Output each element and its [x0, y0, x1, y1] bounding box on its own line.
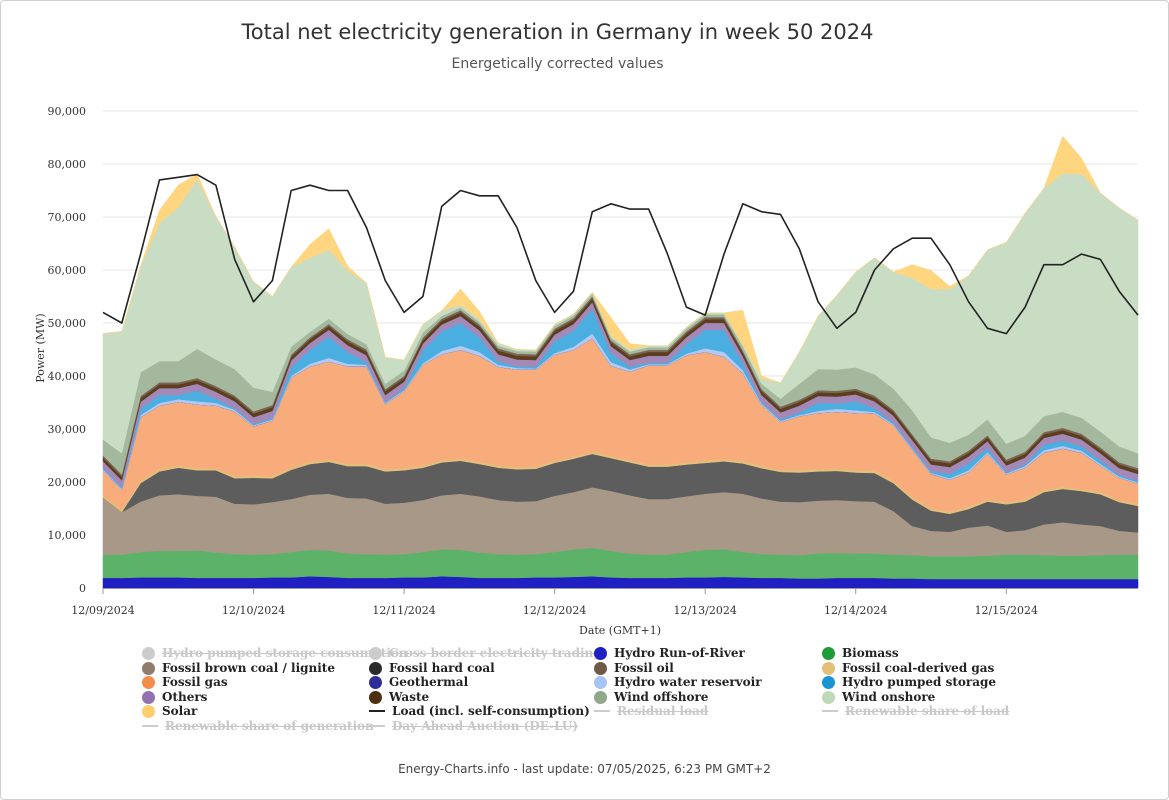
- legend-label: Waste: [389, 689, 430, 704]
- legend-item-fossil-oil[interactable]: Fossil oil: [594, 661, 674, 676]
- legend-symbol: [822, 709, 838, 712]
- legend-item-wind-offshore[interactable]: Wind offshore: [594, 690, 708, 705]
- legend-label: Wind offshore: [614, 689, 709, 704]
- legend-label: Biomass: [842, 646, 899, 660]
- legend-symbol: [594, 690, 607, 704]
- legend-item-geothermal[interactable]: Geothermal: [369, 675, 468, 690]
- y-tick-label: 60,000: [48, 264, 87, 277]
- y-tick-label: 20,000: [48, 476, 87, 489]
- legend-item-fossil-gas[interactable]: Fossil gas: [142, 675, 228, 690]
- legend-item-fossil-hard-coal[interactable]: Fossil hard coal: [369, 661, 495, 676]
- legend-item-others[interactable]: Others: [142, 690, 207, 705]
- legend-symbol: [822, 647, 835, 660]
- legend-item-hydro-pumped-storage[interactable]: Hydro pumped storage: [822, 675, 996, 690]
- legend-symbol: [369, 676, 382, 690]
- legend-symbol: [594, 647, 607, 660]
- legend-label: Load (incl. self-consumption): [392, 704, 590, 719]
- legend-symbol: [369, 690, 382, 704]
- chart-subtitle: Energetically corrected values: [451, 56, 664, 72]
- legend-symbol: [822, 676, 835, 690]
- footer-update-text: Energy-Charts.info - last update: 07/05/…: [398, 762, 771, 776]
- legend-label: Hydro water reservoir: [614, 675, 762, 690]
- legend-label: Geothermal: [389, 675, 469, 690]
- x-tick-label: 12/14/2024: [824, 604, 887, 617]
- legend-item-load-incl-self-consumption[interactable]: Load (incl. self-consumption): [369, 704, 590, 719]
- legend-item-biomass[interactable]: Biomass: [822, 646, 899, 661]
- legend-label: Fossil oil: [614, 660, 674, 675]
- legend-symbol: [142, 724, 158, 727]
- legend-symbol: [594, 709, 610, 712]
- x-tick-label: 12/15/2024: [975, 604, 1038, 617]
- y-tick-label: 80,000: [48, 158, 87, 171]
- legend-label: Others: [162, 689, 208, 704]
- legend-label: Renewable share of load: [845, 704, 1010, 719]
- legend-item-fossil-brown-coal-lignite[interactable]: Fossil brown coal / lignite: [142, 661, 335, 676]
- legend-symbol: [594, 661, 607, 675]
- x-tick-label: 12/09/2024: [71, 604, 134, 617]
- y-tick-label: 0: [79, 582, 86, 595]
- legend-item-day-ahead-auction-de-lu[interactable]: Day Ahead Auction (DE-LU): [369, 719, 578, 734]
- chart-title: Total net electricity generation in Germ…: [241, 20, 874, 44]
- legend-symbol: [594, 676, 607, 690]
- legend-label: Fossil hard coal: [389, 660, 495, 675]
- legend-symbol: [142, 705, 155, 719]
- legend-label: Renewable share of generation: [165, 719, 374, 733]
- legend-label: Hydro pumped storage consumption: [162, 646, 408, 660]
- legend-symbol: [142, 690, 155, 704]
- legend-label: Solar: [162, 704, 198, 719]
- legend-label: Fossil brown coal / lignite: [162, 660, 335, 675]
- legend-symbol: [142, 661, 155, 675]
- legend-label: Cross border electricity trading: [389, 646, 602, 660]
- legend-symbol: [822, 661, 835, 675]
- y-axis-label: Power (MW): [34, 313, 47, 382]
- legend-label: Hydro Run-of-River: [614, 646, 745, 660]
- axes: 0 10,000 20,000 30,000 40,000 50,000 60,000 70,…: [48, 105, 1138, 617]
- legend-item-solar[interactable]: Solar: [142, 704, 197, 719]
- legend-symbol: [142, 647, 155, 660]
- legend-item-renewable-share-of-load[interactable]: Renewable share of load: [822, 704, 1009, 719]
- x-axis-label: Date (GMT+1): [579, 624, 661, 637]
- load-line-layer: [102, 173, 1139, 335]
- y-tick-label: 50,000: [48, 317, 87, 330]
- y-tick-label: 30,000: [48, 423, 87, 436]
- legend-item-fossil-coal-derived-gas[interactable]: Fossil coal-derived gas: [822, 661, 994, 676]
- legend-item-residual-load[interactable]: Residual load: [594, 704, 708, 719]
- y-tick-label: 90,000: [48, 105, 87, 118]
- legend-symbol: [369, 724, 385, 727]
- x-tick-label: 12/10/2024: [222, 604, 285, 617]
- stacked-areas: [102, 135, 1139, 589]
- legend-label: Fossil coal-derived gas: [842, 660, 995, 675]
- legend-symbol: [822, 690, 835, 704]
- legend-label: Hydro pumped storage: [842, 675, 997, 690]
- y-tick-label: 70,000: [48, 211, 87, 224]
- y-tick-label: 10,000: [48, 529, 87, 542]
- legend-item-hydro-run-of-river[interactable]: Hydro Run-of-River: [594, 646, 745, 661]
- legend-label: Day Ahead Auction (DE-LU): [392, 719, 579, 733]
- legend-item-renewable-share-of-generation[interactable]: Renewable share of generation: [142, 719, 374, 734]
- area-solar: [102, 135, 1139, 384]
- load-line: [102, 173, 1139, 335]
- chart-plot: 0 10,000 20,000 30,000 40,000 50,000 60,000 70,…: [34, 105, 1139, 637]
- legend-label: Wind onshore: [842, 689, 936, 704]
- legend-item-hydro-pumped-storage-consumption[interactable]: Hydro pumped storage consumption: [142, 646, 408, 661]
- x-tick-label: 12/12/2024: [523, 604, 586, 617]
- legend-label: Residual load: [617, 704, 709, 719]
- legend-symbol: [369, 709, 385, 712]
- legend-symbol: [369, 647, 382, 660]
- legend-item-wind-onshore[interactable]: Wind onshore: [822, 690, 935, 705]
- legend-item-cross-border-electricity-trading[interactable]: Cross border electricity trading: [369, 646, 602, 661]
- legend-item-hydro-water-reservoir[interactable]: Hydro water reservoir: [594, 675, 762, 690]
- legend-symbol: [369, 661, 382, 675]
- legend-item-waste[interactable]: Waste: [369, 690, 429, 705]
- legend-symbol: [142, 676, 155, 690]
- x-tick-label: 12/13/2024: [673, 604, 736, 617]
- legend-label: Fossil gas: [162, 675, 228, 690]
- x-tick-label: 12/11/2024: [372, 604, 435, 617]
- y-tick-label: 40,000: [48, 370, 87, 383]
